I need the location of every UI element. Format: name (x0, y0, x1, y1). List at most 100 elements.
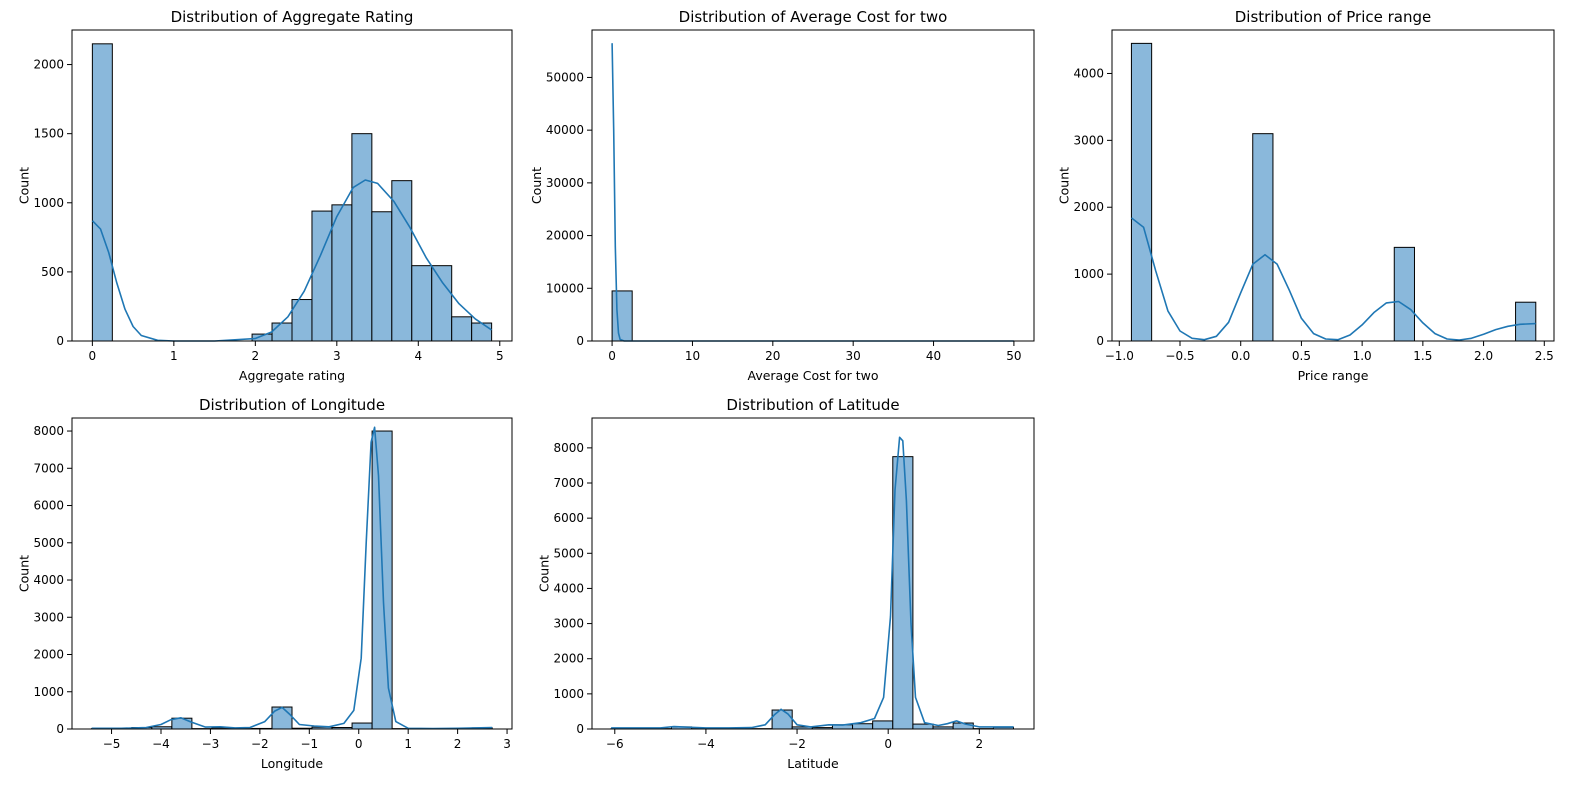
chart-title: Distribution of Longitude (199, 396, 385, 414)
x-tick-label: 0 (355, 737, 363, 751)
y-tick-label: 30000 (546, 176, 584, 190)
x-tick-label: −5 (103, 737, 121, 751)
histogram-bar (472, 323, 492, 341)
y-tick-label: 3000 (33, 610, 64, 624)
x-tick-label: 2.5 (1535, 349, 1554, 363)
x-tick-label: 3 (333, 349, 341, 363)
histogram-bar (452, 317, 472, 341)
kde-line (1131, 218, 1535, 340)
x-tick-label: 2 (975, 737, 983, 751)
x-axis-label: Average Cost for two (748, 368, 879, 383)
x-tick-label: 0.0 (1231, 349, 1250, 363)
y-tick-label: 500 (41, 265, 64, 279)
x-tick-label: 5 (496, 349, 504, 363)
y-axis-label: Count (16, 167, 31, 204)
x-tick-label: 0 (884, 737, 892, 751)
y-tick-label: 0 (576, 334, 584, 348)
y-tick-label: 4000 (1073, 66, 1104, 80)
axes-frame (592, 418, 1034, 729)
chart-panel-1: 0 1 2 3 4 5 0 500 1000 1500 2000 Distribution of Ag… (16, 8, 512, 383)
x-tick-label: 4 (414, 349, 422, 363)
histogram-bar (172, 718, 192, 729)
x-tick-label: 0 (89, 349, 97, 363)
y-tick-label: 5000 (553, 546, 584, 560)
histogram-bar (392, 181, 412, 341)
y-axis-label: Count (1056, 167, 1071, 204)
y-tick-label: 2000 (553, 652, 584, 666)
y-tick-label: 3000 (553, 617, 584, 631)
histogram-bar (332, 205, 352, 341)
y-tick-label: 0 (56, 722, 64, 736)
x-tick-label: −1.0 (1105, 349, 1134, 363)
chart-title: Distribution of Aggregate Rating (171, 8, 414, 26)
x-tick-label: 1.0 (1353, 349, 1372, 363)
x-axis-label: Price range (1298, 368, 1369, 383)
axes-frame (1112, 30, 1554, 341)
y-tick-label: 0 (56, 334, 64, 348)
y-tick-label: 7000 (553, 476, 584, 490)
y-tick-label: 1000 (33, 685, 64, 699)
x-tick-label: 40 (926, 349, 941, 363)
chart-title: Distribution of Latitude (726, 396, 899, 414)
x-tick-label: 1 (404, 737, 412, 751)
histogram-bar (272, 323, 292, 341)
histogram-bar (432, 266, 452, 341)
y-tick-label: 2000 (33, 648, 64, 662)
x-tick-label: 50 (1006, 349, 1021, 363)
x-tick-label: −6 (606, 737, 624, 751)
x-tick-label: 10 (685, 349, 700, 363)
y-tick-label: 0 (1096, 334, 1104, 348)
chart-panel-4: −5 −4 −3 −2 −1 0 1 2 3 0 1000 2000 3000 4000 5000 6000 7… (16, 396, 512, 771)
x-tick-label: 3 (503, 737, 511, 751)
y-tick-label: 1000 (33, 196, 64, 210)
y-tick-label: 4000 (33, 573, 64, 587)
x-tick-label: −4 (697, 737, 715, 751)
x-axis-label: Aggregate rating (239, 368, 345, 383)
histogram-bar (352, 723, 372, 729)
y-tick-label: 50000 (546, 70, 584, 84)
y-tick-label: 2000 (33, 58, 64, 72)
y-tick-label: 6000 (553, 511, 584, 525)
y-axis-label: Count (529, 167, 544, 204)
y-tick-label: 0 (576, 722, 584, 736)
histogram-bar (412, 266, 432, 341)
histogram-bar (1131, 43, 1151, 341)
x-tick-label: −4 (152, 737, 170, 751)
chart-title: Distribution of Average Cost for two (679, 8, 948, 26)
x-tick-label: 1.5 (1413, 349, 1432, 363)
y-tick-label: 1000 (553, 687, 584, 701)
y-tick-label: 7000 (33, 461, 64, 475)
x-tick-label: −2 (788, 737, 806, 751)
axes-frame (72, 418, 512, 729)
x-tick-label: −1 (300, 737, 318, 751)
histogram-bar (913, 724, 933, 729)
histogram-bar (1394, 247, 1414, 341)
histogram-bar (92, 44, 112, 341)
kde-line (611, 437, 1013, 728)
y-tick-label: 3000 (1073, 133, 1104, 147)
kde-line (612, 43, 1014, 341)
y-tick-label: 2000 (1073, 200, 1104, 214)
x-tick-label: 1 (170, 349, 178, 363)
y-tick-label: 40000 (546, 123, 584, 137)
histogram-bar (312, 211, 332, 341)
axes-frame (592, 30, 1034, 341)
chart-panel-3: −1.0 −0.5 0.0 0.5 1.0 1.5 2.0 2.501000200030004… (1056, 8, 1554, 383)
chart-title: Distribution of Price range (1235, 8, 1431, 26)
x-axis-label: Longitude (261, 756, 323, 771)
chart-panel-2: 0 10 20 30 40 50 0 10000 20000 30000 40000 50000 Dis… (529, 8, 1034, 383)
histogram-bar (352, 134, 372, 341)
y-tick-label: 8000 (553, 441, 584, 455)
y-axis-label: Count (16, 555, 31, 592)
histogram-bar (612, 291, 632, 341)
y-tick-label: 4000 (553, 581, 584, 595)
x-tick-label: −0.5 (1165, 349, 1194, 363)
y-tick-label: 1500 (33, 127, 64, 141)
y-tick-label: 20000 (546, 229, 584, 243)
histogram-bar (873, 721, 893, 729)
x-tick-label: 2.0 (1474, 349, 1493, 363)
y-tick-label: 1000 (1073, 267, 1104, 281)
histogram-bar (772, 710, 792, 729)
histogram-bar (853, 724, 873, 729)
